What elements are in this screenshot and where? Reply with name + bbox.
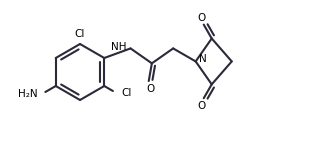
Text: Cl: Cl [75, 29, 85, 39]
Text: NH: NH [111, 42, 126, 52]
Text: Cl: Cl [121, 88, 131, 98]
Text: O: O [198, 101, 206, 111]
Text: O: O [147, 84, 155, 94]
Text: H₂N: H₂N [18, 89, 38, 99]
Text: N: N [199, 54, 207, 64]
Text: O: O [198, 13, 206, 23]
